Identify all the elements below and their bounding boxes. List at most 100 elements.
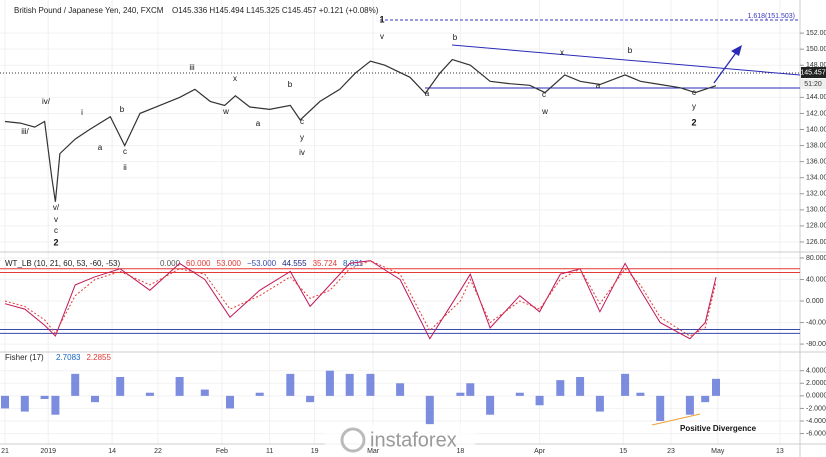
x-tick-label: 19	[311, 448, 319, 455]
bar	[91, 395, 100, 403]
price-box	[801, 67, 826, 78]
bar	[515, 392, 524, 396]
legend-value: 44.555	[282, 259, 307, 268]
x-tick-label: 13	[776, 448, 784, 455]
y-tick-label: 134.000	[806, 175, 826, 182]
legend-value: −53.000	[247, 259, 277, 268]
wave-label: a	[425, 89, 430, 98]
bar	[556, 380, 565, 396]
bar	[325, 370, 334, 396]
wave-label: a	[256, 119, 261, 128]
wave-label: iv	[299, 148, 305, 157]
bar	[701, 395, 710, 403]
y-tick-label: 148.000	[806, 62, 826, 69]
y-tick-label: 144.000	[806, 94, 826, 101]
bar	[116, 377, 125, 396]
y-tick-label: -2.0000	[806, 405, 826, 412]
wave-label: c	[692, 88, 696, 97]
countdown: 51:20	[804, 81, 822, 88]
y-tick-label: 136.000	[806, 158, 826, 165]
y-tick-label: -6.0000	[806, 430, 826, 437]
bar	[51, 395, 60, 415]
wave-label: c	[300, 117, 304, 126]
fisher-title: Fisher (17)	[5, 353, 44, 362]
wave-label: a	[596, 81, 601, 90]
wave-label: ii	[123, 163, 127, 172]
wave-label: iv/	[42, 97, 51, 106]
wave-label: c	[54, 226, 58, 235]
wave-label: v/	[53, 203, 60, 212]
bar	[621, 373, 630, 396]
bar	[636, 392, 645, 396]
y-tick-label: -80.000	[806, 341, 826, 348]
y-tick-label: 150.000	[806, 46, 826, 53]
bar	[286, 373, 295, 396]
wave-label: iii	[189, 63, 195, 72]
wave-label: b	[120, 105, 125, 114]
x-tick-label: 23	[667, 448, 675, 455]
legend-value: 2.7083	[56, 353, 81, 362]
x-tick-label: 14	[108, 448, 116, 455]
y-tick-label: 0.000	[806, 298, 824, 305]
wave-label: x	[233, 74, 237, 83]
bar	[685, 395, 694, 415]
y-tick-label: 140.000	[806, 126, 826, 133]
bar	[486, 395, 495, 415]
bar	[255, 392, 264, 396]
wave-label: 2	[53, 237, 58, 247]
bar	[226, 395, 235, 409]
y-tick-label: 4.0000	[806, 368, 826, 375]
bar	[1, 395, 10, 409]
series-line	[4, 260, 717, 337]
y-tick-label: 0.0000	[806, 393, 826, 400]
legend-value: 0.000	[160, 259, 181, 268]
x-tick-label: 11	[266, 448, 273, 455]
x-tick-label: Feb	[216, 448, 228, 455]
watermark-logo	[340, 427, 366, 453]
wave-label: w	[541, 107, 548, 116]
x-tick-label: 2019	[40, 448, 56, 455]
x-tick-label: May	[711, 448, 725, 455]
legend-value: 2.2855	[86, 353, 111, 362]
annotation: Positive Divergence	[680, 424, 757, 433]
x-tick-label: Apr	[534, 448, 546, 455]
bar	[175, 377, 184, 396]
bar	[20, 395, 29, 412]
wave-label: c	[123, 147, 127, 156]
bar	[425, 395, 434, 425]
wave-label: 1	[379, 14, 384, 24]
bar	[306, 395, 315, 403]
y-tick-label: 142.000	[806, 110, 826, 117]
y-tick-label: 2.0000	[806, 380, 826, 387]
y-tick-label: -4.0000	[806, 418, 826, 425]
fib-label: 1.618(151.503)	[748, 13, 795, 20]
wave-label: v	[54, 215, 58, 224]
legend-value: 53.000	[217, 259, 242, 268]
legend-value: 60.000	[186, 259, 211, 268]
wave-label: iii/	[21, 127, 29, 136]
bar	[595, 395, 604, 412]
bar	[535, 395, 544, 406]
y-tick-label: 40.000	[806, 276, 826, 283]
arrow-head	[731, 45, 742, 56]
y-tick-label: 80.000	[806, 255, 826, 262]
y-tick-label: 130.000	[806, 207, 826, 214]
series-line	[4, 260, 717, 340]
ohlc: O145.336 H145.494 L145.325 C145.457 +0.1…	[172, 6, 379, 15]
bar	[345, 373, 354, 396]
bar	[71, 373, 80, 396]
projection-arrow	[713, 49, 739, 84]
x-tick-label: 18	[457, 448, 465, 455]
bar	[396, 383, 405, 396]
price-label: 145.457	[800, 69, 825, 76]
wave-label: a	[98, 143, 103, 152]
wave-label: 2	[691, 117, 696, 127]
series-line	[4, 58, 717, 202]
bar	[656, 395, 665, 421]
y-tick-label: 138.000	[806, 142, 826, 149]
wt-title: WT_LB (10, 21, 60, 53, -60, -53)	[5, 259, 121, 268]
x-tick-label: 22	[154, 448, 162, 455]
y-tick-label: 132.000	[806, 191, 826, 198]
bar	[576, 377, 585, 396]
